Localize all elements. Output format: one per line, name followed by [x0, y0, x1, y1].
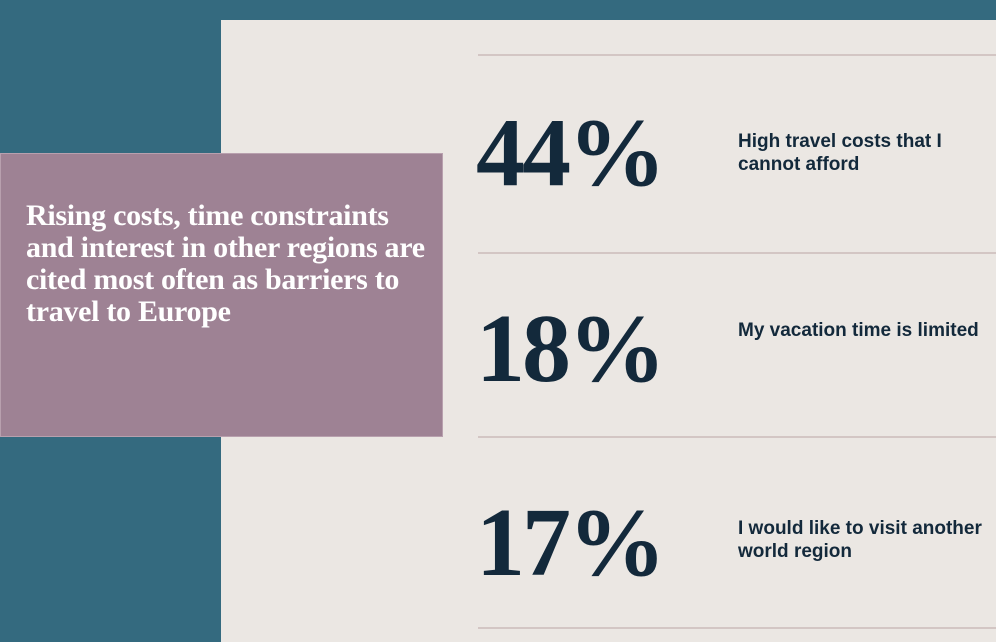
- stat-label: High travel costs that I cannot afford: [738, 131, 942, 175]
- divider: [478, 54, 996, 56]
- stat-label: I would like to visit another world regi…: [738, 518, 982, 562]
- stat-value: 44%: [476, 99, 666, 207]
- headline-box: Rising costs, time constraints and inter…: [0, 153, 443, 437]
- divider: [478, 627, 996, 629]
- divider: [478, 252, 996, 254]
- stat-value: 17%: [476, 489, 666, 597]
- divider: [478, 436, 996, 438]
- headline: Rising costs, time constraints and inter…: [26, 199, 425, 328]
- stat-label: My vacation time is limited: [738, 320, 979, 341]
- stat-value: 18%: [476, 295, 666, 403]
